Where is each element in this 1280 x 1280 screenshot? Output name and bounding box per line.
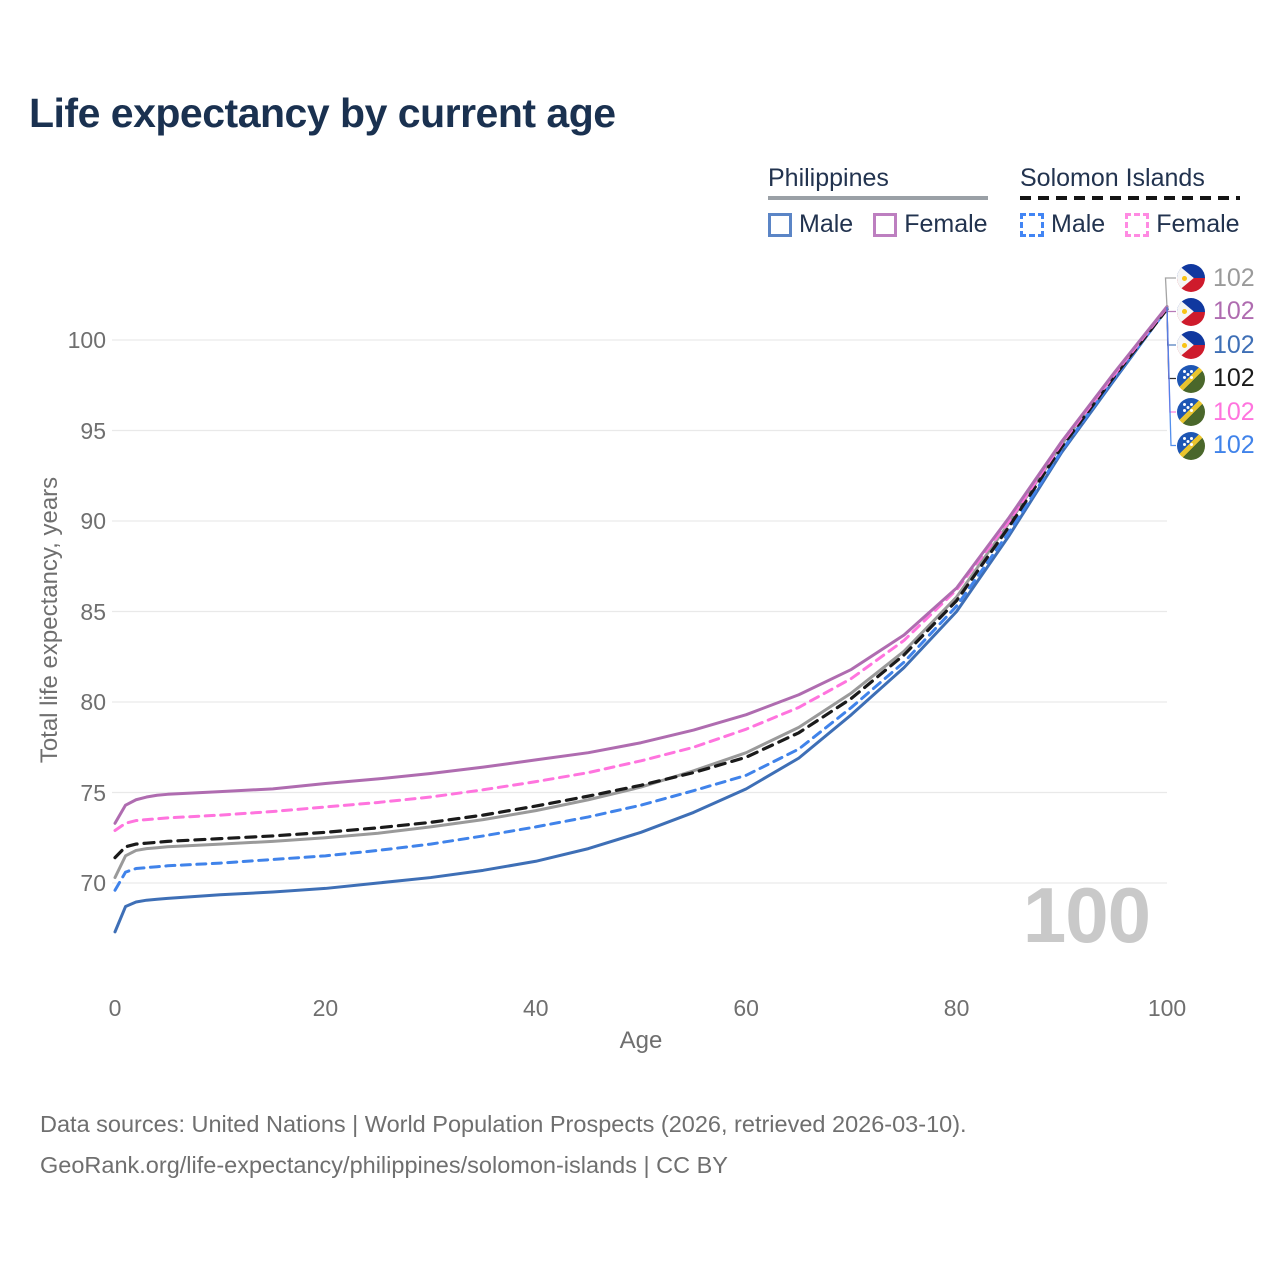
philippines-flag-icon xyxy=(1177,331,1205,359)
legend-underline-solid xyxy=(768,196,988,200)
legend-group-solomon-islands: Solomon Islands Male Female xyxy=(1020,164,1240,239)
end-label-value: 102 xyxy=(1213,364,1255,392)
end-label-row-ph_female: 102 xyxy=(1177,297,1255,326)
legend-swatch-icon xyxy=(873,212,898,237)
legend-item-solomon-islands-female[interactable]: Female xyxy=(1125,210,1240,239)
legend-item-label: Male xyxy=(1051,210,1106,238)
philippines-flag-icon xyxy=(1177,297,1205,326)
series-line-si_total[interactable] xyxy=(113,307,1169,860)
legend-underline-dashed xyxy=(1020,196,1240,200)
legend-swatch-icon xyxy=(768,212,792,237)
legend-group-name[interactable]: Philippines xyxy=(768,164,889,192)
legend-item-solomon-islands-male[interactable]: Male xyxy=(1020,210,1105,239)
leader-line-ph_total xyxy=(1164,277,1176,308)
legend-item-label: Female xyxy=(1156,210,1240,238)
end-label-row-si_female: 102 xyxy=(1177,398,1255,426)
solomon-islands-flag-icon xyxy=(1177,364,1205,393)
x-tick-40: 40 xyxy=(523,995,549,1021)
series-line-ph_female[interactable] xyxy=(113,305,1169,825)
end-label-value: 102 xyxy=(1213,330,1255,359)
leader-line-si_male xyxy=(1166,306,1176,447)
solomon-islands-flag-icon xyxy=(1177,398,1205,426)
end-label-row-ph_male: 102 xyxy=(1177,331,1255,359)
x-tick-0: 0 xyxy=(108,995,122,1021)
footer: Data sources: United Nations | World Pop… xyxy=(40,1104,967,1186)
x-tick-100: 100 xyxy=(1147,995,1187,1021)
philippines-flag-icon xyxy=(1177,264,1205,292)
footer-source-line: Data sources: United Nations | World Pop… xyxy=(40,1111,967,1137)
solomon-islands-flag-icon xyxy=(1177,431,1205,460)
end-label-row-ph_total: 102 xyxy=(1177,264,1255,292)
series-line-ph_male[interactable] xyxy=(113,306,1169,934)
end-label-value: 102 xyxy=(1213,263,1255,292)
y-tick-85: 85 xyxy=(80,598,106,625)
footer-link-line[interactable]: GeoRank.org/life-expectancy/philippines/… xyxy=(40,1152,728,1178)
x-tick-60: 60 xyxy=(733,995,759,1021)
end-label-value: 102 xyxy=(1213,431,1255,459)
end-label-value: 102 xyxy=(1213,297,1255,325)
x-axis-title: Age xyxy=(619,1027,663,1054)
legend-swatch-icon xyxy=(1020,212,1044,237)
x-tick-80: 80 xyxy=(943,995,970,1021)
end-label-row-si_total: 102 xyxy=(1177,364,1255,393)
legend-swatch-icon xyxy=(1125,212,1150,237)
end-label-value: 102 xyxy=(1213,397,1255,426)
series-line-si_female[interactable] xyxy=(113,305,1169,833)
page-title: Life expectancy by current age xyxy=(29,90,616,136)
end-label-row-si_male: 102 xyxy=(1177,431,1255,460)
legend-group-philippines: Philippines Male Female xyxy=(768,164,988,239)
legend-item-philippines-female[interactable]: Female xyxy=(873,210,988,239)
y-tick-70: 70 xyxy=(80,870,106,896)
y-tick-75: 75 xyxy=(80,779,106,806)
legend-item-philippines-male[interactable]: Male xyxy=(768,210,853,239)
legend-item-label: Female xyxy=(904,210,988,238)
legend-group-name[interactable]: Solomon Islands xyxy=(1020,164,1205,192)
y-tick-90: 90 xyxy=(80,508,106,534)
y-tick-95: 95 xyxy=(80,417,106,444)
y-tick-80: 80 xyxy=(80,689,106,715)
legend-item-label: Male xyxy=(799,210,854,238)
y-tick-100: 100 xyxy=(67,327,106,353)
series-line-si_male[interactable] xyxy=(113,307,1169,892)
series-line-ph_total[interactable] xyxy=(113,305,1169,880)
age-watermark: 100 xyxy=(1022,871,1151,959)
x-tick-20: 20 xyxy=(312,995,339,1021)
